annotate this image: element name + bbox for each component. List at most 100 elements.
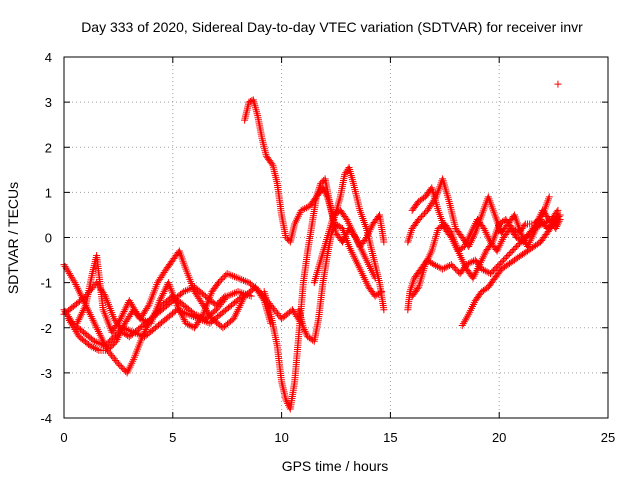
data-point-marker bbox=[510, 246, 518, 254]
data-point-marker bbox=[184, 310, 192, 318]
data-point-marker bbox=[178, 310, 186, 318]
data-point-marker bbox=[103, 340, 111, 348]
data-point-marker bbox=[73, 319, 81, 327]
y-tick-label: 2 bbox=[45, 140, 52, 155]
data-point-marker bbox=[511, 244, 519, 252]
series-outlier bbox=[554, 80, 562, 88]
data-point-marker bbox=[133, 309, 141, 317]
data-point-marker bbox=[220, 294, 228, 302]
data-point-marker bbox=[123, 302, 131, 310]
data-point-marker bbox=[550, 218, 558, 226]
x-tick-label: 25 bbox=[601, 430, 615, 445]
data-point-marker bbox=[508, 247, 516, 255]
data-point-marker bbox=[71, 326, 79, 334]
data-point-marker bbox=[177, 308, 185, 316]
data-point-marker bbox=[109, 334, 117, 342]
data-point-marker bbox=[494, 262, 502, 270]
data-point-marker bbox=[439, 265, 447, 273]
data-point-marker bbox=[139, 332, 147, 340]
data-point-marker bbox=[378, 288, 386, 296]
series-track-n bbox=[458, 211, 562, 329]
data-point-marker bbox=[416, 214, 424, 222]
data-point-marker bbox=[219, 274, 227, 282]
data-point-marker bbox=[507, 249, 515, 257]
data-point-marker bbox=[91, 345, 99, 353]
data-point-marker bbox=[318, 178, 326, 186]
data-point-marker bbox=[466, 259, 474, 267]
data-point-marker bbox=[449, 262, 457, 270]
data-point-marker bbox=[283, 235, 291, 243]
data-point-marker bbox=[505, 250, 513, 258]
data-point-marker bbox=[217, 297, 225, 305]
data-point-marker bbox=[240, 276, 248, 284]
data-point-marker bbox=[108, 342, 116, 350]
data-point-marker bbox=[74, 317, 82, 325]
data-point-marker bbox=[125, 297, 133, 305]
data-point-marker bbox=[297, 206, 305, 214]
data-point-marker bbox=[300, 326, 308, 334]
data-point-marker bbox=[214, 300, 222, 308]
data-point-marker bbox=[104, 339, 112, 347]
data-point-marker bbox=[118, 325, 126, 333]
data-point-marker bbox=[216, 277, 224, 285]
data-point-marker bbox=[513, 243, 521, 251]
data-point-marker bbox=[554, 211, 562, 219]
data-point-marker bbox=[120, 308, 128, 316]
data-point-marker bbox=[70, 324, 78, 332]
data-point-marker bbox=[182, 309, 190, 317]
data-point-marker bbox=[504, 252, 512, 260]
data-point-marker bbox=[79, 307, 87, 315]
data-point-marker bbox=[157, 293, 165, 301]
data-point-marker bbox=[415, 215, 423, 223]
data-point-marker bbox=[158, 291, 166, 299]
data-point-marker bbox=[498, 258, 506, 266]
data-point-marker bbox=[179, 314, 187, 322]
data-point-marker bbox=[241, 277, 249, 285]
data-point-marker bbox=[68, 320, 76, 328]
data-point-marker bbox=[117, 326, 125, 334]
y-tick-label: 3 bbox=[45, 95, 52, 110]
data-point-marker bbox=[254, 286, 262, 294]
data-point-marker bbox=[90, 337, 98, 345]
data-point-marker bbox=[119, 309, 127, 317]
data-point-marker bbox=[78, 308, 86, 316]
x-tick-label: 5 bbox=[169, 430, 176, 445]
data-point-marker bbox=[554, 80, 562, 88]
data-point-marker bbox=[236, 275, 244, 283]
data-point-marker bbox=[88, 343, 96, 351]
data-point-marker bbox=[376, 289, 384, 297]
data-point-marker bbox=[223, 270, 231, 278]
data-point-marker bbox=[520, 221, 528, 229]
data-point-marker bbox=[225, 270, 233, 278]
data-point-marker bbox=[227, 271, 235, 279]
data-point-marker bbox=[131, 306, 139, 314]
x-tick-label: 0 bbox=[60, 430, 67, 445]
data-point-marker bbox=[115, 332, 123, 340]
data-point-marker bbox=[143, 318, 151, 326]
series-track-i bbox=[310, 206, 388, 287]
data-point-marker bbox=[225, 291, 233, 299]
data-point-marker bbox=[107, 336, 115, 344]
data-point-marker bbox=[419, 211, 427, 219]
data-point-marker bbox=[492, 264, 500, 272]
data-point-marker bbox=[185, 321, 193, 329]
data-point-marker bbox=[217, 276, 225, 284]
data-point-marker bbox=[497, 259, 505, 267]
data-point-marker bbox=[117, 363, 125, 371]
data-point-marker bbox=[430, 261, 438, 269]
data-point-marker bbox=[117, 315, 125, 323]
data-point-marker bbox=[230, 289, 238, 297]
data-point-marker bbox=[120, 366, 128, 374]
data-point-marker bbox=[173, 301, 181, 309]
data-point-marker bbox=[440, 264, 448, 272]
x-axis-label: GPS time / hours bbox=[282, 458, 389, 474]
data-point-marker bbox=[129, 302, 137, 310]
data-point-marker bbox=[119, 323, 127, 331]
data-point-marker bbox=[212, 301, 220, 309]
data-point-marker bbox=[112, 337, 120, 345]
data-point-marker bbox=[77, 310, 85, 318]
data-point-marker bbox=[488, 268, 496, 276]
data-point-marker bbox=[69, 322, 77, 330]
data-point-marker bbox=[447, 261, 455, 269]
